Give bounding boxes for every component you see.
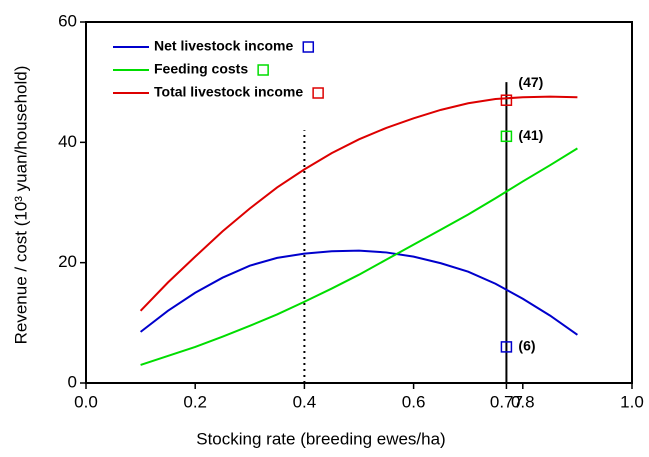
point-marker bbox=[500, 341, 513, 353]
point-label: (47) bbox=[518, 74, 543, 90]
y-tick-label: 20 bbox=[58, 252, 77, 271]
legend-label: Net livestock income bbox=[154, 38, 293, 54]
legend-marker bbox=[257, 64, 269, 76]
x-tick-label: 0.8 bbox=[511, 392, 535, 411]
legend-marker bbox=[302, 41, 315, 53]
x-tick-label: 0.6 bbox=[402, 392, 426, 411]
x-tick-label: 0.2 bbox=[183, 392, 207, 411]
series-line bbox=[140, 147, 578, 366]
x-tick-label: 1.0 bbox=[620, 392, 644, 411]
y-tick-label: 0 bbox=[68, 372, 77, 391]
legend-label: Total livestock income bbox=[154, 84, 303, 100]
y-tick-label: 60 bbox=[58, 11, 77, 30]
x-axis-label: Stocking rate (breeding ewes/ha) bbox=[196, 429, 445, 448]
legend-label: Feeding costs bbox=[154, 61, 248, 77]
series-line bbox=[139, 95, 578, 312]
point-marker bbox=[500, 94, 513, 106]
y-axis-label: Revenue / cost (10³ yuan/household) bbox=[11, 66, 30, 345]
point-label: (6) bbox=[518, 338, 535, 354]
legend-marker bbox=[312, 87, 324, 99]
point-marker bbox=[500, 130, 513, 143]
plot-frame bbox=[85, 21, 633, 384]
y-tick-label: 40 bbox=[58, 132, 77, 151]
x-tick-label: 0.77 bbox=[490, 392, 523, 411]
x-tick-label: 0.4 bbox=[293, 392, 317, 411]
point-label: (41) bbox=[518, 127, 543, 143]
series-line bbox=[139, 249, 578, 336]
x-tick-label: 0.0 bbox=[74, 392, 98, 411]
